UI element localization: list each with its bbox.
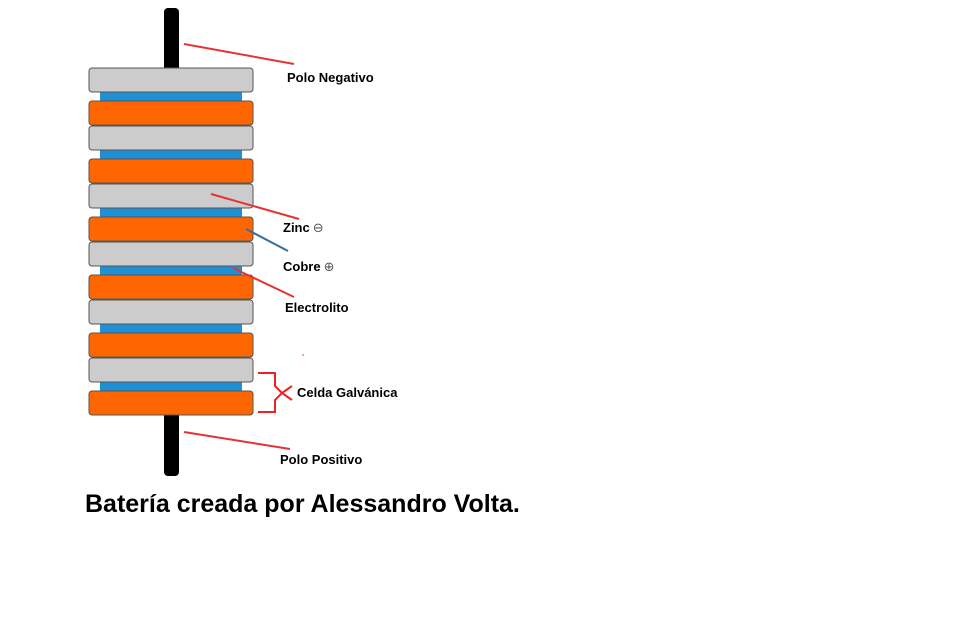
cobre-pointer: [245, 228, 289, 252]
zinc-disc: [88, 125, 254, 151]
zinc-pointer: [210, 193, 300, 220]
zinc-disc: [88, 299, 254, 325]
cobre-text: Cobre: [283, 259, 321, 274]
electrolito-label: Electrolito: [285, 300, 349, 315]
positive-terminal-wire: [164, 414, 179, 476]
cobre-label: Cobre ⊕: [283, 259, 334, 275]
disc-stack: [88, 67, 254, 416]
polo-negativo-label: Polo Negativo: [287, 70, 374, 85]
zinc-text: Zinc: [283, 220, 310, 235]
cobre-disc: [88, 158, 254, 184]
cobre-disc: [88, 332, 254, 358]
zinc-label: Zinc ⊖: [283, 220, 324, 236]
stray-dot: [302, 354, 304, 356]
zinc-disc: [88, 357, 254, 383]
zinc-disc: [88, 241, 254, 267]
figure-caption: Batería creada por Alessandro Volta.: [85, 490, 520, 518]
polo-positivo-pointer: [183, 431, 291, 450]
bracket-arrow-top: [281, 385, 293, 394]
electrolito-text: Electrolito: [285, 300, 349, 315]
cobre-disc: [88, 390, 254, 416]
polo-positivo-text: Polo Positivo: [280, 452, 363, 467]
polo-negativo-pointer: [183, 43, 295, 65]
plus-circle-icon: ⊕: [323, 259, 335, 274]
polo-negativo-text: Polo Negativo: [287, 70, 374, 85]
cobre-disc: [88, 216, 254, 242]
zinc-disc: [88, 67, 254, 93]
polo-positivo-label: Polo Positivo: [280, 452, 362, 467]
celda-galvanica-bracket: [258, 372, 284, 413]
cobre-disc: [88, 274, 254, 300]
electrolito-pointer: [232, 267, 295, 298]
minus-circle-icon: ⊖: [312, 220, 324, 235]
celda-galvanica-label: Celda Galvánica: [297, 385, 397, 400]
cobre-disc: [88, 100, 254, 126]
zinc-disc: [88, 183, 254, 209]
bracket-arrow-bottom: [281, 392, 293, 401]
celda-galvanica-text: Celda Galvánica: [297, 385, 398, 400]
negative-terminal-wire: [164, 8, 179, 70]
